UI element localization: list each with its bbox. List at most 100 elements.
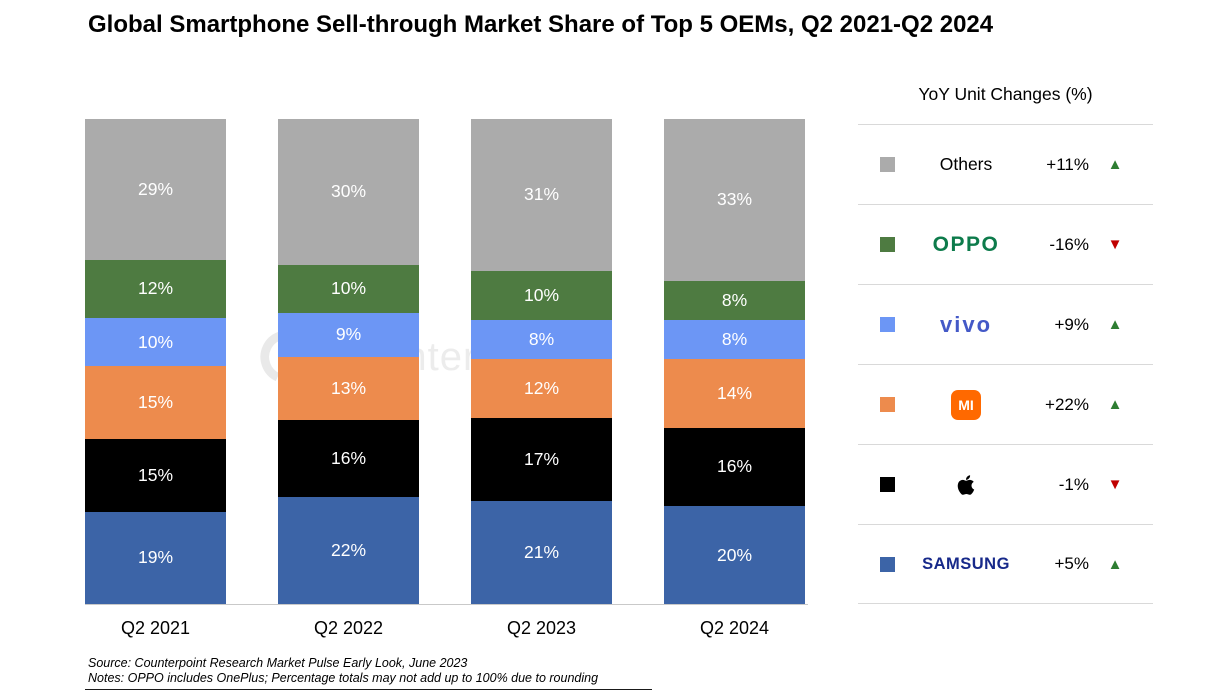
bar-segment-apple: 15%: [85, 439, 226, 512]
segment-value-label: 16%: [716, 456, 753, 477]
bar-segment-vivo: 9%: [278, 313, 419, 357]
bar-segment-xiaomi: 15%: [85, 366, 226, 440]
bar-segment-oppo: 12%: [85, 259, 226, 318]
segment-value-label: 21%: [523, 542, 560, 563]
legend-rows: Others +11% ▲ OPPO -16% ▼ vivo +9% ▲ MI +22% ▲ -1% ▼…: [858, 124, 1153, 604]
segment-value-label: 14%: [716, 382, 753, 403]
bar-segment-samsung: 21%: [471, 501, 612, 604]
bar-segment-others: 31%: [471, 119, 612, 271]
brand-logo-oppo: OPPO: [905, 233, 1027, 257]
legend-title: YoY Unit Changes (%): [918, 84, 1093, 104]
bar-segment-xiaomi: 12%: [471, 359, 612, 418]
segment-value-label: 19%: [137, 547, 174, 568]
bar-segment-xiaomi: 13%: [278, 356, 419, 420]
brand-label: SAMSUNG: [922, 554, 1010, 573]
source-note: Source: Counterpoint Research Market Pul…: [88, 656, 468, 670]
stacked-bar-q2-2024: 20% 16% 14% 8% 8% 33%: [664, 119, 805, 604]
brand-logo-others: Others: [905, 154, 1027, 175]
yoy-change-value: +5%: [1054, 554, 1090, 573]
bar-segment-samsung: 20%: [664, 506, 805, 604]
yoy-change-value: +22%: [1045, 394, 1089, 414]
triangle-down-icon: ▼: [1107, 236, 1123, 253]
segment-value-label: 22%: [330, 540, 367, 561]
legend-row-vivo: vivo +9% ▲: [858, 284, 1153, 364]
chart-title: Global Smartphone Sell-through Market Sh…: [88, 11, 994, 38]
legend-swatch-samsung: [880, 556, 895, 572]
bar-segment-oppo: 10%: [278, 264, 419, 313]
x-axis-label: Q2 2023: [506, 618, 577, 638]
segment-value-label: 13%: [330, 377, 367, 398]
segment-value-label: 29%: [137, 178, 174, 199]
legend-row-others: Others +11% ▲: [858, 124, 1153, 204]
bar-segment-samsung: 22%: [278, 497, 419, 604]
x-axis-label: Q2 2022: [313, 618, 384, 638]
legend-row-oppo: OPPO -16% ▼: [858, 204, 1153, 284]
legend-row-mi: MI +22% ▲: [858, 364, 1153, 444]
brand-logo-mi: MI: [905, 389, 1027, 420]
bar-segment-oppo: 8%: [664, 280, 805, 320]
bar-segment-vivo: 8%: [471, 319, 612, 360]
legend-swatch-oppo: [880, 237, 895, 252]
stacked-bar-q2-2022: 22% 16% 13% 9% 10% 30%: [278, 119, 419, 604]
segment-value-label: 15%: [137, 392, 174, 413]
segment-value-label: 8%: [528, 328, 555, 349]
segment-value-label: 10%: [137, 331, 174, 352]
x-axis-labels: Q2 2021 Q2 2022 Q2 2023 Q2 2024: [85, 618, 805, 639]
bar-segment-apple: 16%: [664, 427, 805, 507]
bar-segment-apple: 17%: [471, 417, 612, 502]
apple-logo-icon: [957, 474, 975, 495]
segment-value-label: 17%: [523, 448, 560, 469]
triangle-up-icon: ▲: [1107, 156, 1123, 173]
stacked-bar-q2-2021: 19% 15% 15% 10% 12% 29%: [85, 118, 226, 604]
yoy-change-value: -1%: [1058, 474, 1089, 494]
segment-value-label: 16%: [330, 448, 367, 468]
segment-value-label: 10%: [330, 278, 367, 299]
segment-value-label: 33%: [716, 189, 753, 210]
brand-logo-vivo: vivo: [905, 312, 1027, 338]
brand-label: MI: [951, 389, 981, 420]
triangle-up-icon: ▲: [1107, 396, 1123, 413]
bar-segment-others: 30%: [278, 119, 419, 265]
bar-segment-others: 29%: [85, 118, 226, 260]
legend-panel: YoY Unit Changes (%) Others +11% ▲ OPPO -16%…: [858, 80, 1153, 604]
legend-row-apple: -1% ▼: [858, 444, 1153, 524]
legend-swatch-mi: [880, 397, 895, 412]
bar-segment-vivo: 8%: [664, 319, 805, 360]
segment-value-label: 10%: [523, 284, 560, 305]
triangle-down-icon: ▼: [1107, 476, 1123, 493]
bar-segment-xiaomi: 14%: [664, 359, 805, 428]
segment-value-label: 12%: [523, 377, 560, 398]
segment-value-label: 8%: [721, 328, 748, 349]
stacked-bar-q2-2023: 21% 17% 12% 8% 10% 31%: [471, 119, 612, 604]
legend-row-samsung: SAMSUNG +5% ▲: [858, 524, 1153, 604]
brand-label: OPPO: [932, 232, 1000, 256]
bottom-divider: [85, 689, 652, 690]
segment-value-label: 12%: [137, 278, 174, 299]
segment-value-label: 9%: [335, 324, 362, 345]
triangle-up-icon: ▲: [1107, 316, 1123, 333]
brand-label: vivo: [939, 311, 993, 337]
yoy-change-value: +9%: [1054, 314, 1090, 334]
footnote: Notes: OPPO includes OnePlus; Percentage…: [88, 671, 599, 685]
x-axis-label: Q2 2024: [699, 618, 770, 638]
bar-segment-oppo: 10%: [471, 270, 612, 320]
brand-label: Others: [939, 154, 993, 174]
bar-segment-others: 33%: [664, 119, 805, 281]
x-axis-line: [85, 604, 808, 605]
legend-swatch-vivo: [880, 317, 895, 332]
brand-logo-samsung: SAMSUNG: [905, 555, 1027, 574]
triangle-up-icon: ▲: [1107, 555, 1123, 573]
bar-segment-vivo: 10%: [85, 317, 226, 367]
segment-value-label: 31%: [523, 184, 560, 205]
bar-segment-apple: 16%: [278, 419, 419, 498]
segment-value-label: 30%: [330, 181, 367, 202]
yoy-change-value: -16%: [1049, 234, 1089, 254]
segment-value-label: 15%: [137, 464, 174, 485]
legend-swatch-apple: [880, 477, 895, 492]
x-axis-label: Q2 2021: [120, 618, 191, 638]
legend-swatch-others: [880, 157, 895, 172]
segment-value-label: 20%: [716, 544, 753, 565]
brand-logo-apple: [905, 472, 1027, 498]
stacked-bars: 19% 15% 15% 10% 12% 29% 22% 16% 13% 9% 10% 30% 21% 17…: [85, 118, 805, 604]
bar-segment-samsung: 19%: [85, 511, 226, 604]
